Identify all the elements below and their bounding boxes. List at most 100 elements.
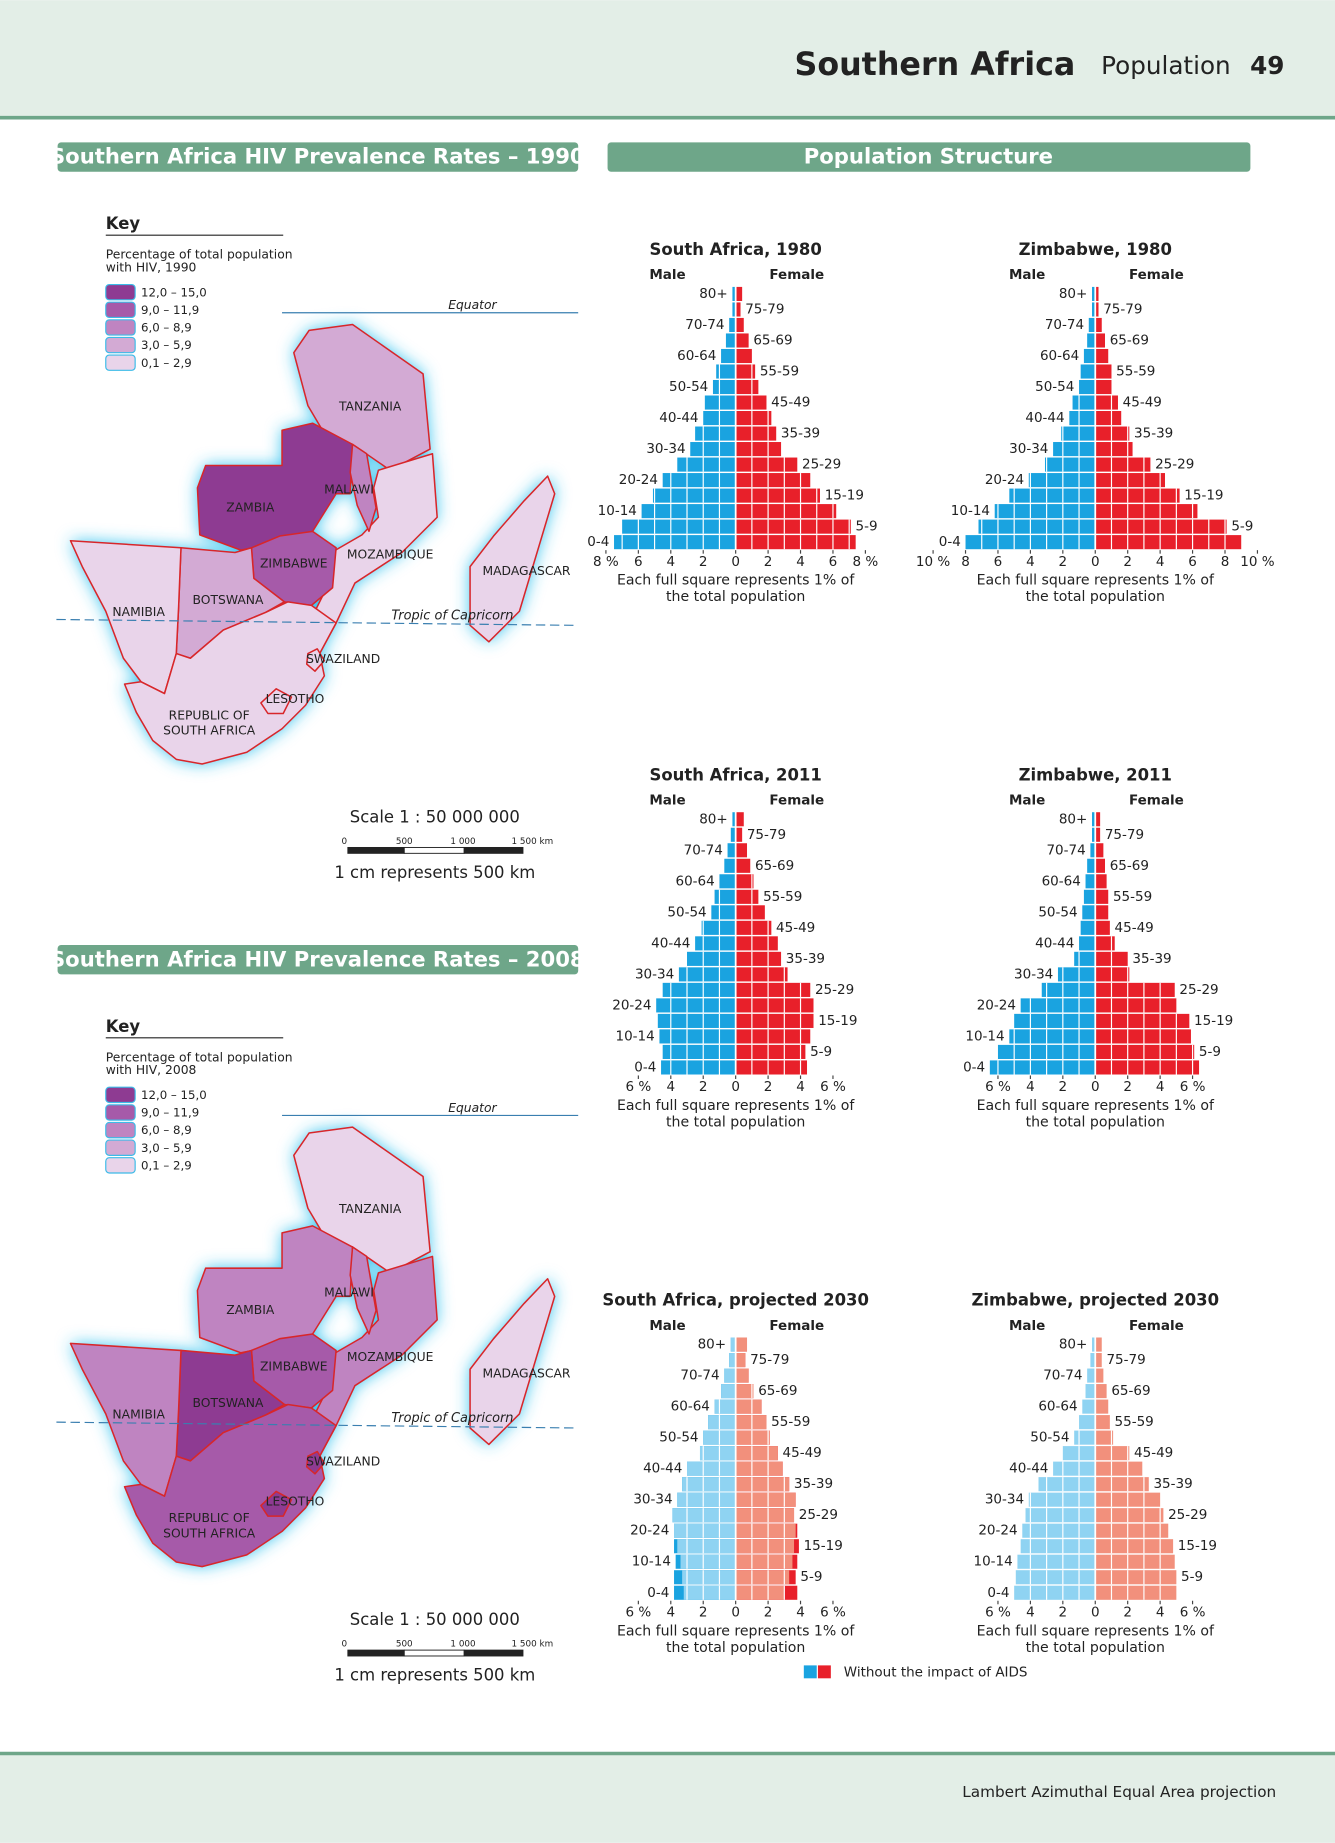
bar [1095,982,1175,997]
x-tick-label: 10 % [1240,554,1274,570]
bar [652,488,736,503]
age-label: 55-59 [771,1414,810,1430]
bar [989,1060,1096,1075]
bar [1092,302,1096,317]
age-label: 5-9 [800,1569,822,1585]
bar [1095,1399,1109,1414]
bar [1092,1337,1096,1352]
age-label: 10-14 [632,1554,671,1570]
x-tick-label: 0 [731,554,740,570]
x-tick-label: 0 [1091,554,1100,570]
bar [732,286,736,302]
bar [708,1415,736,1430]
side-label: Male [649,267,685,283]
equator-label: Equator [448,298,497,312]
x-tick-label: 4 [666,1079,675,1095]
age-label: 25-29 [815,982,854,998]
key-swatch [105,1121,136,1139]
bar [729,1353,736,1368]
x-tick-label: 8 [1221,554,1230,570]
bar [735,1570,790,1585]
chart-title: South Africa, 2011 [650,765,822,784]
key-label: 0,1 – 2,9 [141,356,192,370]
bar [714,1399,736,1414]
country [260,688,293,715]
chart-note: the total population [1026,589,1165,605]
x-tick-label: 2 [1123,1079,1132,1095]
x-tick-label: 0 [731,1079,740,1095]
bar [735,411,772,426]
scale-tick: 0 [342,837,348,847]
age-label: 40-44 [1035,935,1074,951]
bar [1095,858,1105,873]
age-label: 55-59 [1116,364,1155,380]
chart-note: Each full square represents 1% of [977,1098,1215,1114]
key-note: Percentage of total population [106,1050,293,1064]
bar [1074,1430,1096,1445]
age-label: 80+ [1059,1337,1088,1353]
bar [735,1554,793,1569]
bar [1069,411,1096,426]
bar [1087,333,1096,348]
age-label: 15-19 [1184,488,1223,504]
age-label: 15-19 [1178,1538,1217,1554]
bar [1072,395,1096,410]
bar [735,442,782,457]
age-label: 15-19 [1194,1013,1233,1029]
side-label: Female [1129,792,1184,808]
age-label: 20-24 [977,997,1016,1013]
bar [735,858,751,873]
x-tick-label: 8 % [593,554,619,570]
age-label: 10-14 [965,1028,1004,1044]
age-label: 35-39 [1132,951,1171,967]
age-label: 50-54 [1035,379,1074,395]
bar [735,1492,796,1507]
bar [735,843,748,858]
age-label: 25-29 [1155,457,1194,473]
section-title: Population Structure [804,144,1053,169]
bar [1090,843,1096,858]
age-label: 70-74 [685,317,724,333]
x-tick-label: 6 % [625,1079,651,1095]
bar [1095,1446,1130,1461]
age-label: 35-39 [786,951,825,967]
age-label: 60-64 [676,873,715,889]
bar [662,982,736,997]
bar [730,827,736,842]
bar [1080,364,1096,379]
bar [724,858,736,873]
bar [1020,1539,1096,1554]
tropic-label: Tropic of Capricorn [391,1411,513,1426]
bar [682,1477,736,1492]
age-label: 60-64 [1042,873,1081,889]
bar [727,843,736,858]
side-label: Female [1129,1318,1184,1334]
bar [735,535,856,550]
age-label: 30-34 [1009,441,1048,457]
bar [687,951,736,966]
bar [721,348,736,364]
country-label: ZIMBABWE [260,557,328,571]
bar [1085,1384,1096,1399]
age-label: 30-34 [633,1492,672,1508]
age-label: 50-54 [659,1430,698,1446]
legend-swatch [803,1665,817,1679]
bar [735,395,767,410]
scale-note: 1 cm represents 500 km [334,863,535,882]
age-label: 60-64 [1038,1399,1077,1415]
bar [677,1539,736,1554]
section-title-bar [607,142,1251,172]
bar [735,998,814,1013]
chart-note: Each full square represents 1% of [617,1623,855,1639]
key-swatch [105,1157,136,1174]
map-title-bar [57,945,579,975]
page-title: Southern Africa [794,47,1075,83]
bar [1095,1060,1200,1075]
bar [1057,967,1096,982]
country-label: REPUBLIC OF [169,708,250,722]
age-label: 20-24 [612,997,651,1013]
bar [1095,504,1198,519]
x-tick-label: 4 [1156,554,1165,570]
bar [1095,1368,1104,1383]
age-label: 0-4 [587,534,609,550]
